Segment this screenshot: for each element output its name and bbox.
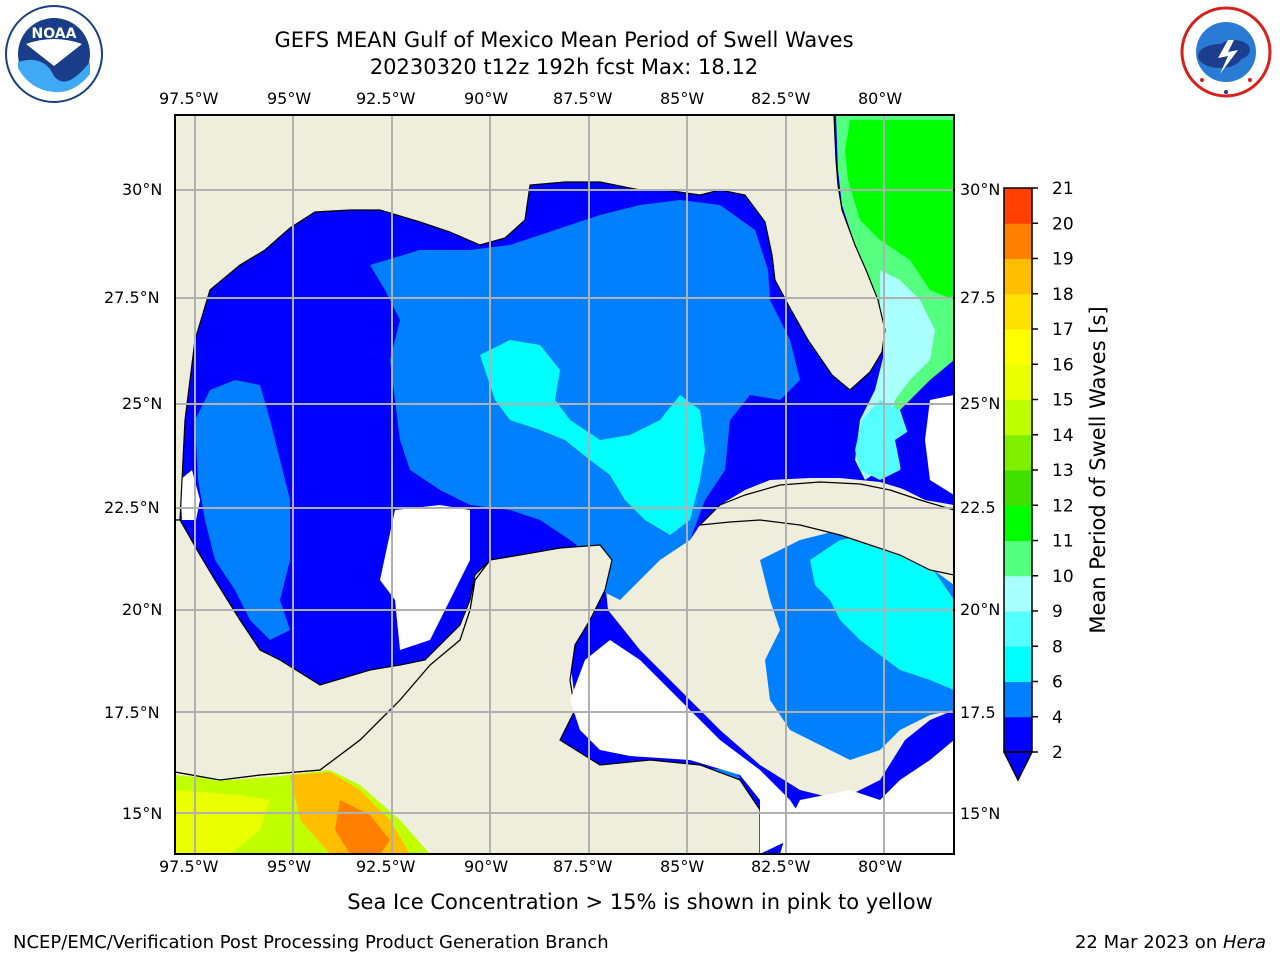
lat-label-right: 15°N — [960, 804, 1001, 823]
lat-label-left: 25°N — [122, 394, 163, 413]
colorbar-tick-label: 2 — [1052, 743, 1063, 763]
lat-label-left: 15°N — [122, 804, 163, 823]
nws-logo-icon — [1180, 6, 1272, 98]
map-frame — [174, 114, 955, 855]
lat-label-left: 27.5°N — [104, 288, 160, 307]
colorbar-segment — [1004, 505, 1032, 541]
colorbar-segment — [1004, 399, 1032, 436]
colorbar-segment — [1004, 470, 1032, 506]
colorbar-tick-label: 6 — [1052, 673, 1063, 693]
lon-label-bottom: 92.5°W — [356, 857, 416, 876]
lat-label-left: 22.5°N — [104, 498, 160, 517]
colorbar-segment — [1004, 434, 1032, 471]
lat-label-right: 25°N — [960, 394, 1001, 413]
lon-label-top: 82.5°W — [751, 89, 811, 108]
lon-label-bottom: 80°W — [858, 857, 903, 876]
colorbar-segment — [1004, 188, 1032, 224]
lon-label-bottom: 82.5°W — [751, 857, 811, 876]
colorbar-tick-label: 16 — [1052, 355, 1074, 375]
lat-label-left: 17.5°N — [104, 703, 160, 722]
colorbar-tick-label: 11 — [1052, 532, 1074, 552]
date-text: 22 Mar 2023 on — [1074, 932, 1223, 953]
lon-label-bottom: 87.5°W — [553, 857, 613, 876]
colorbar-segment — [1004, 364, 1032, 400]
sea-ice-note: Sea Ice Concentration > 15% is shown in … — [347, 890, 933, 914]
map-title: GEFS MEAN Gulf of Mexico Mean Period of … — [274, 28, 854, 52]
lon-label-top: 97.5°W — [159, 89, 219, 108]
colorbar-tick-label: 15 — [1052, 391, 1074, 411]
colorbar-tick-label: 18 — [1052, 285, 1074, 305]
colorbar-tick-label: 20 — [1052, 214, 1074, 234]
colorbar-segment — [1004, 223, 1032, 259]
lon-label-top: 87.5°W — [553, 89, 613, 108]
colorbar-tick-label: 10 — [1052, 567, 1074, 587]
cuba-land — [698, 481, 954, 576]
colorbar-segment — [1004, 575, 1032, 612]
colorbar-tick-label: 12 — [1052, 496, 1074, 516]
colorbar-segment — [1004, 540, 1032, 577]
graticule — [175, 115, 954, 854]
lon-label-top: 85°W — [660, 89, 705, 108]
noaa-logo-text: NOAA — [32, 26, 77, 42]
map-subtitle: 20230320 t12z 192h fcst Max: 18.12 — [369, 55, 759, 79]
lat-label-right: 17.5 — [960, 703, 996, 722]
colorbar-extend-arrow — [1002, 751, 1034, 782]
colorbar: 2 4 6 8 9 10 11 12 13 14 15 16 17 18 19 20 21 — [1002, 180, 1074, 782]
lat-label-right: 20°N — [960, 600, 1001, 619]
lon-label-bottom: 90°W — [464, 857, 509, 876]
colorbar-tick-label: 19 — [1052, 250, 1074, 270]
lon-label-bottom: 97.5°W — [159, 857, 219, 876]
colorbar-tick-label: 13 — [1052, 461, 1074, 481]
colorbar-tick-label: 17 — [1052, 320, 1074, 340]
lat-label-left: 20°N — [122, 600, 163, 619]
lat-label-right: 22.5 — [960, 498, 996, 517]
machine-name: Hera — [1222, 932, 1266, 953]
lon-label-top: 80°W — [858, 89, 903, 108]
lat-label-right: 30°N — [960, 180, 1001, 199]
colorbar-tick-label: 8 — [1052, 637, 1063, 657]
credit-left: NCEP/EMC/Verification Post Processing Pr… — [13, 932, 609, 953]
mexico-land — [175, 519, 491, 781]
colorbar-segment — [1004, 329, 1032, 365]
colorbar-segment — [1004, 293, 1032, 330]
credit-right: 22 Mar 2023 on Hera — [1075, 932, 1266, 953]
lon-label-top: 90°W — [464, 89, 509, 108]
noaa-logo-icon: NOAA — [5, 5, 103, 103]
lon-label-top: 95°W — [267, 89, 312, 108]
lon-label-top: 92.5°W — [356, 89, 416, 108]
colorbar-tick-label: 4 — [1052, 708, 1063, 728]
colorbar-segment — [1004, 258, 1032, 295]
colorbar-label: Mean Period of Swell Waves [s] — [1086, 306, 1110, 634]
colorbar-tick-label: 9 — [1052, 602, 1063, 622]
colorbar-segment — [1004, 646, 1032, 682]
lat-label-right: 27.5 — [960, 288, 996, 307]
colorbar-segment — [1004, 681, 1032, 718]
colorbar-segment — [1004, 611, 1032, 647]
colorbar-tick-label: 21 — [1052, 180, 1074, 199]
colorbar-segment — [1004, 716, 1032, 753]
lon-label-bottom: 95°W — [267, 857, 312, 876]
colorbar-tick-label: 14 — [1052, 426, 1074, 446]
lat-label-left: 30°N — [122, 180, 163, 199]
lon-label-bottom: 85°W — [660, 857, 705, 876]
